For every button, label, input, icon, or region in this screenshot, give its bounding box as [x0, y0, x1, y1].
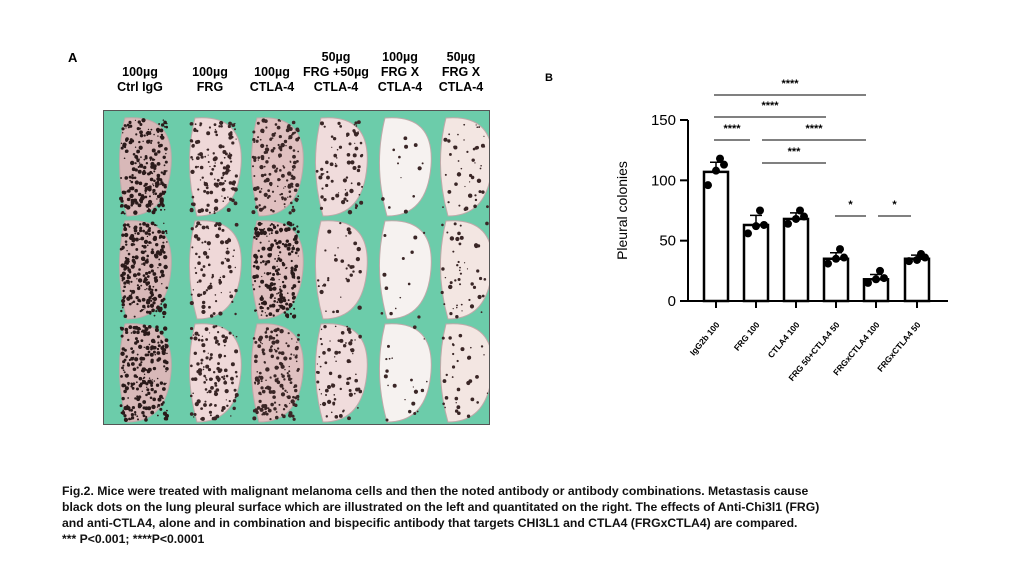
x-tick-label: CTLA4 100	[766, 320, 802, 360]
data-point	[792, 214, 800, 223]
bar	[782, 217, 810, 303]
data-point	[824, 259, 832, 268]
lung-specimen	[439, 117, 493, 217]
y-axis-label: Pleural colonies	[614, 161, 630, 260]
column-label: 50µg FRG X CTLA-4	[438, 50, 484, 94]
lung-specimen	[118, 117, 172, 217]
data-point	[872, 275, 880, 284]
data-point	[913, 255, 921, 264]
data-point	[712, 166, 720, 175]
significance-label: *	[892, 199, 897, 211]
panel-a-label: A	[68, 50, 78, 65]
lung-specimen	[439, 220, 493, 320]
data-point	[864, 278, 872, 287]
data-point	[840, 253, 848, 262]
lung-specimen	[188, 220, 242, 320]
caption-line: *** P<0.001; ****P<0.0001	[62, 532, 205, 546]
bar	[702, 170, 730, 303]
data-point	[704, 181, 712, 190]
data-point	[796, 206, 804, 215]
data-point	[836, 245, 844, 254]
data-point	[800, 212, 808, 221]
caption-line: black dots on the lung pleural surface w…	[62, 500, 820, 514]
data-point	[880, 274, 888, 283]
lung-specimens	[118, 117, 493, 423]
lung-specimen	[439, 323, 493, 423]
data-point	[720, 160, 728, 169]
column-label: 100µg FRG	[192, 65, 228, 94]
lung-specimen	[250, 117, 304, 217]
significance-label: ****	[761, 100, 779, 112]
caption-line: Fig.2. Mice were treated with malignant …	[62, 484, 809, 498]
column-label: 100µg FRG X CTLA-4	[377, 50, 423, 94]
lung-specimen	[188, 117, 242, 217]
lung-specimen	[314, 220, 368, 320]
figure-caption: Fig.2. Mice were treated with malignant …	[62, 483, 982, 547]
panel-b-label: B	[545, 72, 553, 84]
x-tick-label: IgG2b 100	[688, 320, 722, 358]
data-point	[752, 222, 760, 231]
data-point	[917, 249, 925, 258]
data-point	[905, 257, 913, 266]
data-point	[716, 154, 724, 163]
x-tick-label: FRG 100	[732, 320, 762, 353]
lung-specimen	[378, 323, 432, 423]
x-tick-label: FRGxCTLA4 50	[875, 320, 923, 374]
lung-specimen	[250, 323, 304, 423]
significance-label: ****	[805, 123, 823, 135]
column-label: 100µg Ctrl IgG	[117, 65, 163, 94]
lung-specimen	[378, 220, 432, 320]
data-point	[832, 254, 840, 263]
column-label: 100µg CTLA-4	[249, 65, 295, 94]
y-tick-label: 50	[659, 233, 676, 250]
data-point	[756, 206, 764, 215]
lung-specimen	[378, 117, 432, 217]
lung-specimen	[314, 117, 368, 217]
data-point	[784, 219, 792, 228]
column-label: 50µg FRG +50µg CTLA-4	[303, 50, 369, 94]
y-tick-label: 150	[651, 112, 676, 129]
data-point	[760, 220, 768, 229]
lung-specimen	[250, 220, 304, 320]
y-tick-label: 100	[651, 172, 676, 189]
lung-specimen	[188, 323, 242, 423]
y-tick-label: 0	[668, 293, 676, 310]
lung-specimen	[118, 323, 172, 423]
data-point	[876, 266, 884, 275]
caption-line: and anti-CTLA4, alone and in combination…	[62, 516, 798, 530]
lung-specimen	[118, 220, 172, 320]
bar-chart: 0 50 100 150 Pleural colonies IgG2b 100 FRG 10…	[614, 78, 948, 383]
data-point	[744, 229, 752, 238]
significance-label: ***	[788, 146, 802, 158]
significance-label: ****	[723, 123, 741, 135]
significance-label: *	[848, 199, 853, 211]
lung-specimen	[314, 323, 368, 423]
lung-photo	[103, 110, 493, 425]
significance-label: ****	[781, 78, 799, 90]
